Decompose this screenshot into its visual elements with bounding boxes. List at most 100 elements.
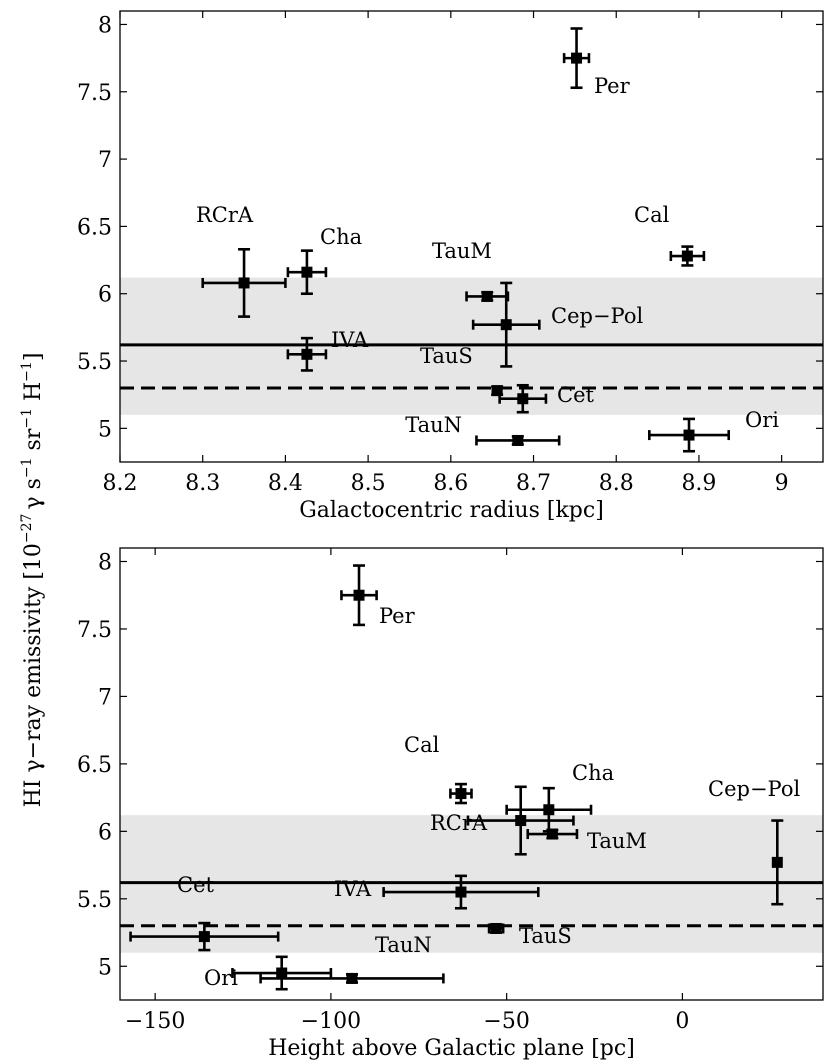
point-label-cep-pol: Cep−Pol — [708, 777, 800, 801]
y-tick-label: 7 — [98, 148, 112, 173]
point-label-cha: Cha — [572, 761, 614, 785]
y-tick-label: 7.5 — [77, 618, 112, 643]
y-tick-label: 5 — [98, 955, 112, 980]
square-marker — [500, 319, 512, 331]
x-tick-label: 8.5 — [351, 471, 386, 496]
y-tick-label: 6 — [98, 820, 112, 845]
axes-frame — [119, 547, 824, 1001]
data-point-cal: Cal — [634, 203, 706, 267]
point-label-taun: TauN — [405, 413, 462, 437]
x-tick-label: −150 — [125, 1009, 185, 1034]
point-label-ori: Ori — [745, 408, 779, 432]
x-tick-label: −100 — [301, 1009, 361, 1034]
data-point-taum: TauM — [526, 828, 647, 853]
data-point-per: Per — [340, 564, 416, 628]
x-tick-label: −50 — [483, 1009, 529, 1034]
square-marker — [543, 804, 555, 816]
top-panel-galactocentric-radius: 5 5.5 6 6.5 7 7.5 8 8.2 8.3 8.4 8.5 8.6 8.7 8.8 8.9 9 Ga… — [77, 10, 824, 523]
y-tick-label: 6.5 — [77, 215, 112, 240]
point-label-cal: Cal — [634, 203, 670, 227]
square-marker — [683, 429, 695, 441]
square-marker — [571, 52, 583, 64]
point-label-taum: TauM — [432, 239, 492, 263]
square-marker — [301, 348, 313, 360]
square-marker — [353, 589, 365, 601]
point-label-taun: TauN — [375, 933, 432, 957]
square-marker — [455, 886, 467, 898]
y-tick-label: 5.5 — [77, 888, 112, 913]
bottom-panel-height-above-plane: 5 5.5 6 6.5 7 7.5 8 −150 −100 −50 0 Height above Ga… — [77, 547, 824, 1061]
square-marker — [515, 815, 527, 827]
point-label-ori: Ori — [204, 966, 238, 990]
x-tick-label: 8.3 — [185, 471, 220, 496]
x-tick-label: 8.2 — [103, 471, 138, 496]
data-point-rcra: RCrA — [430, 785, 575, 856]
y-axis-label: HI γ−ray emissivity [10−27γ s−1 sr−1 H−1… — [19, 353, 46, 808]
point-label-per: Per — [594, 74, 631, 98]
square-marker — [491, 385, 503, 397]
square-marker — [512, 434, 524, 446]
data-point-cep-pol: Cep−Pol — [471, 281, 643, 368]
point-label-cal: Cal — [404, 733, 440, 757]
data-point-ori: Ori — [204, 955, 333, 991]
y-tick-label: 6 — [98, 283, 112, 308]
data-point-cal: Cal — [404, 733, 473, 805]
point-label-iva: IVA — [331, 328, 369, 352]
data-point-cha: Cha — [286, 225, 362, 296]
square-marker — [771, 856, 783, 868]
x-tick-label: 0 — [675, 1009, 689, 1034]
data-point-taus: TauS — [487, 922, 572, 948]
data-point-taun: TauN — [405, 413, 561, 446]
data-point-iva: IVA — [286, 328, 369, 372]
point-label-cep-pol: Cep−Pol — [551, 304, 643, 328]
square-marker — [481, 290, 493, 302]
point-label-cet: Cet — [177, 873, 214, 897]
square-marker — [238, 277, 250, 289]
data-point-per: Per — [562, 27, 631, 98]
point-label-iva: IVA — [334, 877, 372, 901]
data-point-ori: Ori — [648, 408, 779, 453]
data-point-taum: TauM — [432, 239, 510, 302]
point-label-per: Per — [379, 604, 416, 628]
x-tick-label: 8.8 — [599, 471, 634, 496]
square-marker — [346, 972, 358, 984]
point-label-taus: TauS — [519, 924, 572, 948]
x-tick-label: 8.6 — [433, 471, 468, 496]
square-marker — [276, 967, 288, 979]
data-point-taun: TauN — [259, 933, 445, 984]
point-label-rcra: RCrA — [430, 811, 488, 835]
point-label-taum: TauM — [587, 829, 647, 853]
y-tick-label: 8 — [98, 13, 112, 38]
data-point-iva: IVA — [334, 874, 540, 910]
x-tick-label: 8.9 — [681, 471, 716, 496]
data-point-cet: Cet — [498, 383, 594, 414]
square-marker — [517, 393, 529, 405]
axes-frame — [119, 10, 824, 463]
y-tick-label: 7 — [98, 685, 112, 710]
square-marker — [546, 828, 558, 840]
x-tick-label: 8.4 — [268, 471, 303, 496]
point-label-cet: Cet — [557, 383, 594, 407]
square-marker — [681, 250, 693, 262]
x-axis-label: Galactocentric radius [kpc] — [299, 498, 604, 523]
x-tick-label: 9 — [775, 471, 789, 496]
point-label-cha: Cha — [320, 225, 362, 249]
y-tick-label: 7.5 — [77, 81, 112, 106]
data-point-cet: Cet — [129, 873, 280, 952]
y-tick-label: 8 — [98, 550, 112, 575]
data-point-taus: TauS — [420, 344, 504, 397]
data-point-cep-pol: Cep−Pol — [708, 777, 800, 906]
x-tick-label: 8.7 — [516, 471, 551, 496]
point-label-rcra: RCrA — [196, 203, 254, 227]
data-point-rcra: RCrA — [196, 203, 287, 318]
square-marker — [301, 266, 313, 278]
y-tick-label: 5.5 — [77, 350, 112, 375]
square-marker — [490, 922, 502, 934]
y-tick-label: 5 — [98, 417, 112, 442]
square-marker — [198, 931, 210, 943]
x-axis-label: Height above Galactic plane [pc] — [268, 1036, 635, 1061]
point-label-taus: TauS — [420, 344, 473, 368]
square-marker — [455, 788, 467, 800]
y-tick-label: 6.5 — [77, 753, 112, 778]
